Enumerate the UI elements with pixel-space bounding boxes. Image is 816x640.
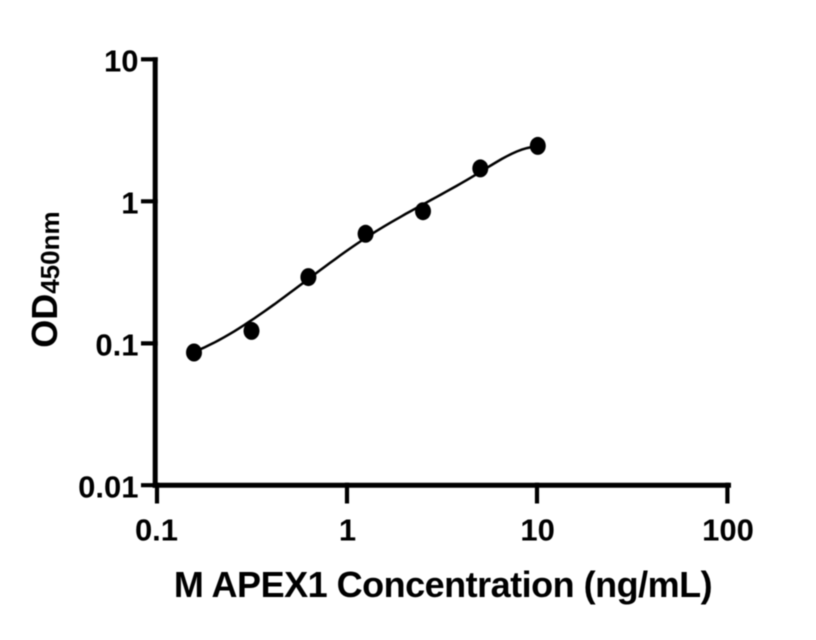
svg-text:1: 1 [339,513,356,548]
svg-text:0.1: 0.1 [95,327,138,362]
svg-text:1: 1 [121,185,138,220]
svg-text:100: 100 [702,513,754,548]
svg-text:0.01: 0.01 [78,469,138,504]
svg-text:M APEX1 Concentration (ng/mL): M APEX1 Concentration (ng/mL) [174,564,712,605]
svg-text:10: 10 [520,513,554,548]
svg-text:0.1: 0.1 [135,513,178,548]
svg-text:10: 10 [104,43,138,78]
